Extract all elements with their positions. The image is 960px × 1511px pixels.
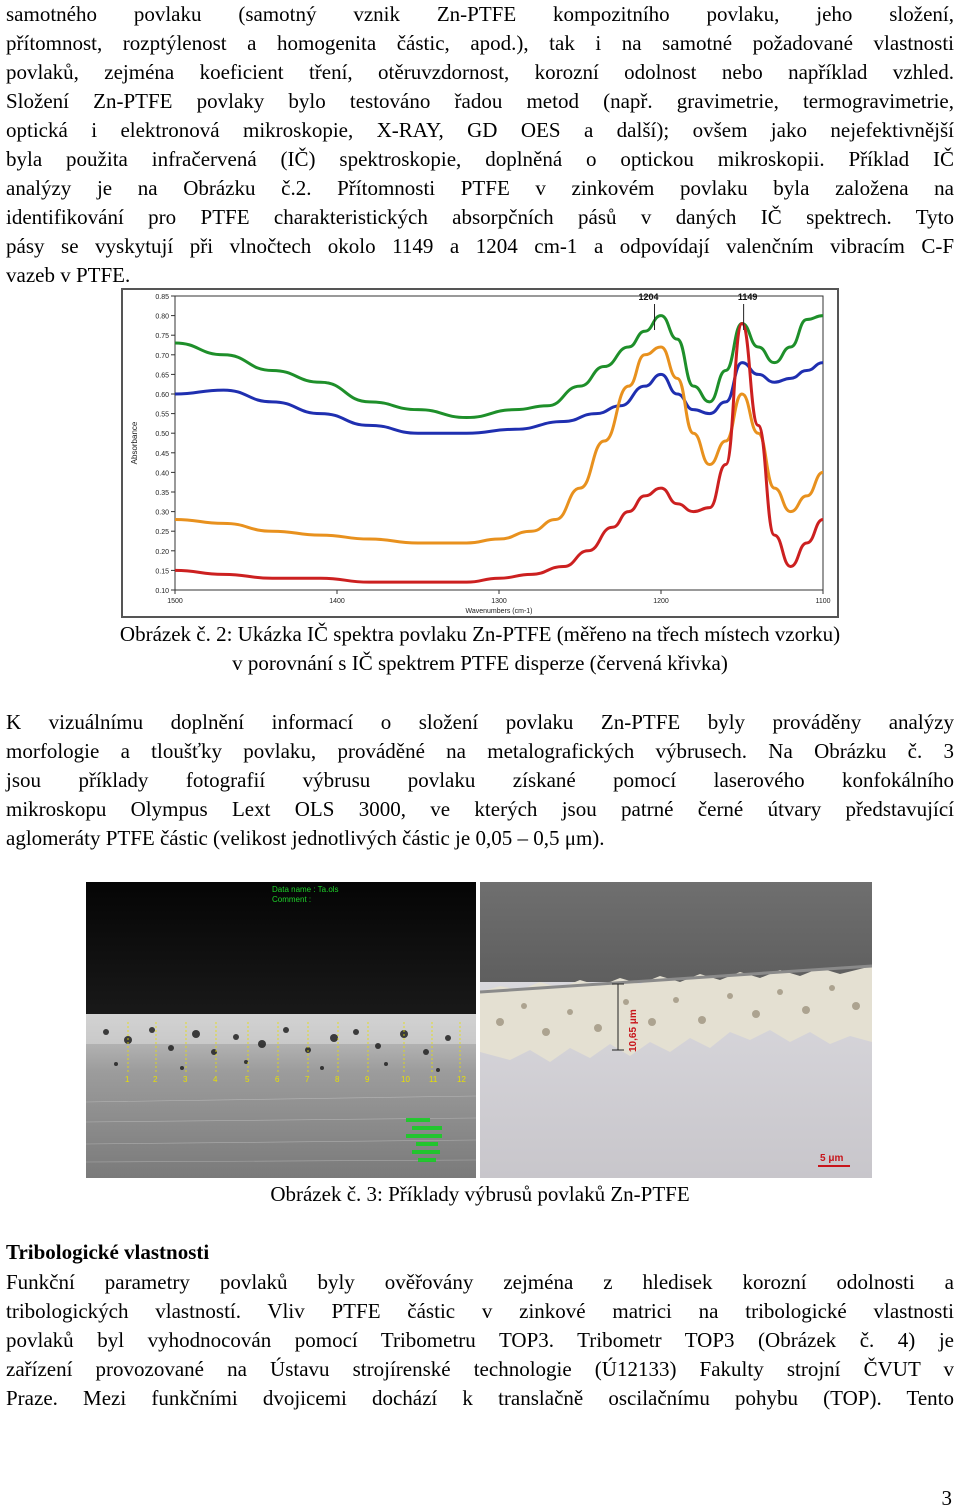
overlay-comment: Comment :	[272, 895, 311, 904]
y-tick-label: 0.50	[155, 431, 169, 438]
marker-number: 9	[365, 1075, 370, 1084]
text-line: optická i elektronová mikroskopie, X-RAY…	[6, 118, 954, 142]
text-line: byla použita infračervená (IČ) spektrosk…	[6, 147, 954, 171]
chart-annotations: 1204 1149	[639, 292, 758, 330]
caption-line: v porovnání s IČ spektrem PTFE disperze …	[232, 651, 728, 675]
text-line: povlaků byl vyhodnocován pomocí Tribomet…	[6, 1328, 954, 1352]
text-line: pásy se vyskytují při vlnočtech okolo 11…	[6, 234, 954, 258]
figure-2-caption: Obrázek č. 2: Ukázka IČ spektra povlaku …	[0, 620, 960, 678]
text-line: mikroskopu Olympus Lext OLS 3000, ve kte…	[6, 797, 954, 821]
marker-number: 4	[213, 1075, 218, 1084]
scale-bar-label: 5 μm	[820, 1153, 843, 1164]
y-tick-label: 0.60	[155, 392, 169, 399]
y-tick-label: 0.40	[155, 470, 169, 477]
y-tick-label: 0.85	[155, 294, 169, 301]
overlay-data-name: Data name : Ta.ols	[272, 885, 339, 894]
x-tick-label: 1100	[815, 598, 830, 605]
x-tick-label: 1200	[653, 598, 669, 605]
micrograph-right: 10,65 μm 5 μm	[480, 882, 872, 1178]
ir-spectrum-svg: 0.10 0.15 0.20 0.25 0.30 0.35 0.40 0.45 0.50 0.55…	[130, 292, 831, 615]
text-line: přítomnost, rozptýlenost a homogenita čá…	[6, 31, 954, 55]
marker-number: 7	[305, 1075, 310, 1084]
marker-number: 12	[457, 1075, 466, 1084]
y-tick-label: 0.30	[155, 510, 169, 517]
ir-spectrum-chart: 0.10 0.15 0.20 0.25 0.30 0.35 0.40 0.45 0.50 0.55…	[121, 288, 839, 618]
series-line-1	[174, 314, 824, 420]
x-tick-label: 1500	[167, 598, 183, 605]
marker-number: 1	[125, 1075, 130, 1084]
marker-number: 10	[401, 1075, 410, 1084]
y-axis-label: Absorbance	[130, 421, 139, 464]
caption-line: Obrázek č. 2: Ukázka IČ spektra povlaku …	[119, 622, 841, 646]
text-line: analýzy je na Obrázku č.2. Přítomnosti P…	[6, 176, 954, 200]
micrograph-left-image: Data name : Ta.ols Comment : 1 2 3 4 5 6 7 8 9 10…	[86, 882, 476, 1178]
y-tick-label: 0.65	[155, 372, 169, 379]
y-tick-label: 0.10	[155, 588, 169, 595]
annotation-label: 1204	[639, 292, 659, 302]
series-line-2	[174, 345, 824, 545]
text-line: identifikování pro PTFE charakteristický…	[6, 205, 954, 229]
page-number: 3	[941, 1486, 953, 1510]
thickness-label: 10,65 μm	[628, 1009, 639, 1052]
x-tick-label: 1400	[329, 598, 345, 605]
marker-number: 5	[245, 1075, 250, 1084]
marker-number: 8	[335, 1075, 340, 1084]
text-line: Složení Zn-PTFE povlaky bylo testováno ř…	[6, 89, 954, 113]
y-tick-label: 0.55	[155, 412, 169, 419]
text-line: morfologie a tloušťky povlaku, prováděné…	[6, 739, 954, 763]
text-line: povlaků, zejména koeficient tření, otěru…	[6, 60, 954, 84]
micrograph-right-image: 10,65 μm 5 μm	[480, 882, 872, 1178]
text-line: Funkční parametry povlaků byly ověřovány…	[6, 1270, 954, 1294]
marker-number: 11	[429, 1075, 438, 1084]
figure-3-caption: Obrázek č. 3: Příklady výbrusů povlaků Z…	[270, 1182, 690, 1206]
y-tick-label: 0.20	[155, 549, 169, 556]
series-line-0	[174, 361, 824, 435]
section-heading: Tribologické vlastnosti	[6, 1240, 210, 1264]
text-line: vazeb v PTFE.	[6, 263, 131, 287]
chart-axes: 0.10 0.15 0.20 0.25 0.30 0.35 0.40 0.45 0.50 0.55…	[130, 294, 831, 615]
y-tick-label: 0.35	[155, 490, 169, 497]
text-line: samotného povlaku (samotný vznik Zn-PTFE…	[6, 2, 954, 26]
plot-frame	[174, 295, 824, 591]
y-tick-label: 0.75	[155, 333, 169, 340]
text-line: tribologických vlastností. Vliv PTFE čás…	[6, 1299, 954, 1323]
marker-number: 6	[275, 1075, 280, 1084]
text-line: jsou příklady fotografií výbrusu povlaku…	[6, 768, 954, 792]
y-tick-label: 0.25	[155, 529, 169, 536]
y-tick-label: 0.45	[155, 451, 169, 458]
x-axis-label: Wavenumbers (cm-1)	[465, 608, 532, 615]
x-tick-label: 1300	[491, 598, 507, 605]
y-tick-label: 0.15	[155, 568, 169, 575]
marker-labels: 1 2 3 4 5 6 7 8 9 10 11 12	[125, 1075, 466, 1084]
series-line-3	[174, 321, 824, 584]
chart-series-group	[174, 314, 824, 584]
paragraph-1: samotného povlaku (samotný vznik Zn-PTFE…	[6, 0, 954, 290]
y-tick-label: 0.70	[155, 353, 169, 360]
text-line: aglomeráty PTFE částic (velikost jednotl…	[6, 826, 605, 850]
text-line: zařízení provozované na Ústavu strojíren…	[6, 1357, 954, 1381]
micrograph-left: Data name : Ta.ols Comment : 1 2 3 4 5 6 7 8 9 10…	[86, 882, 476, 1178]
text-line: Praze. Mezi funkčními dvojicemi dochází …	[6, 1386, 954, 1410]
text-line: K vizuálnímu doplnění informací o složen…	[6, 710, 954, 734]
paragraph-3: Funkční parametry povlaků byly ověřovány…	[6, 1268, 954, 1413]
paragraph-2: K vizuálnímu doplnění informací o složen…	[6, 708, 954, 853]
y-tick-label: 0.80	[155, 314, 169, 321]
annotation-label: 1149	[738, 292, 758, 302]
marker-number: 2	[153, 1075, 158, 1084]
marker-number: 3	[183, 1075, 188, 1084]
